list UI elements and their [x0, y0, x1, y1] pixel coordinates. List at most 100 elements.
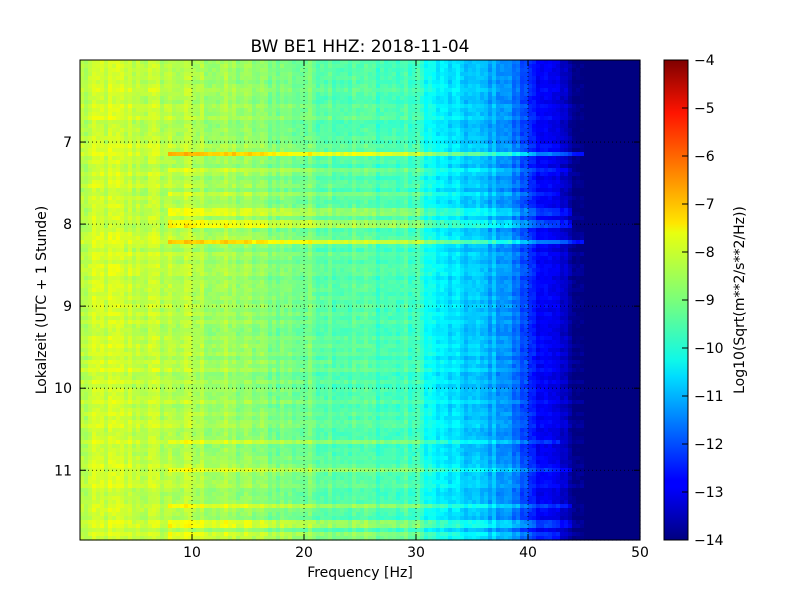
- spectrogram-cell: [176, 132, 181, 137]
- spectrogram-cell: [612, 132, 617, 137]
- spectrogram-cell: [120, 64, 125, 69]
- spectrogram-cell: [416, 100, 421, 105]
- spectrogram-cell: [332, 188, 337, 193]
- spectrogram-cell: [284, 168, 289, 173]
- spectrogram-cell: [576, 132, 581, 137]
- spectrogram-cell: [212, 88, 217, 93]
- spectrogram-cell: [196, 188, 201, 193]
- spectrogram-cell: [176, 144, 181, 149]
- spectrogram-cell: [260, 200, 265, 205]
- spectrogram-cell: [556, 164, 561, 169]
- spectrogram-cell: [584, 60, 589, 65]
- spectrogram-cell: [552, 104, 557, 109]
- spectrogram-cell: [564, 112, 569, 117]
- spectrogram-cell: [108, 72, 113, 77]
- spectrogram-cell: [424, 160, 429, 165]
- spectrogram-cell: [228, 156, 233, 161]
- spectrogram-cell: [328, 76, 333, 81]
- spectrogram-cell: [604, 132, 609, 137]
- spectrogram-cell: [624, 104, 629, 109]
- spectrogram-cell: [224, 108, 229, 113]
- spectrogram-cell: [272, 76, 277, 81]
- spectrogram-cell: [360, 92, 365, 97]
- spectrogram-cell: [532, 100, 537, 105]
- spectrogram-cell: [248, 72, 253, 77]
- spectrogram-cell: [472, 80, 477, 85]
- spectrogram-cell: [280, 124, 285, 129]
- spectrogram-cell: [528, 92, 533, 97]
- spectrogram-cell: [436, 200, 441, 205]
- spectrogram-cell: [304, 148, 309, 153]
- spectrogram-cell: [544, 112, 549, 117]
- spectrogram-cell: [400, 60, 405, 65]
- spectrogram-cell: [196, 96, 201, 101]
- spectrogram-cell: [124, 92, 129, 97]
- spectrogram-cell: [268, 148, 273, 153]
- spectrogram-cell: [452, 184, 457, 189]
- spectrogram-cell: [560, 168, 565, 173]
- spectrogram-cell: [80, 184, 85, 189]
- spectrogram-cell: [268, 180, 273, 185]
- spectrogram-cell: [96, 96, 101, 101]
- spectrogram-cell: [620, 148, 625, 153]
- spectrogram-cell: [308, 108, 313, 113]
- spectrogram-cell: [332, 192, 337, 197]
- spectrogram-cell: [320, 156, 325, 161]
- spectrogram-cell: [388, 172, 393, 177]
- spectrogram-cell: [92, 68, 97, 73]
- spectrogram-cell: [304, 124, 309, 129]
- spectrogram-cell: [284, 156, 289, 161]
- spectrogram-cell: [444, 128, 449, 133]
- spectrogram-cell: [600, 108, 605, 113]
- spectrogram-cell: [340, 100, 345, 105]
- spectrogram-cell: [264, 104, 269, 109]
- spectrogram-cell: [228, 100, 233, 105]
- spectrogram-cell: [80, 100, 85, 105]
- spectrogram-cell: [124, 136, 129, 141]
- spectrogram-cell: [196, 184, 201, 189]
- spectrogram-cell: [584, 176, 589, 181]
- spectrogram-cell: [472, 156, 477, 161]
- spectrogram-cell: [516, 116, 521, 121]
- spectrogram-cell: [208, 132, 213, 137]
- spectrogram-cell: [88, 152, 93, 157]
- spectrogram-cell: [632, 164, 637, 169]
- spectrogram-cell: [308, 128, 313, 133]
- spectrogram-cell: [564, 84, 569, 89]
- spectrogram-cell: [96, 124, 101, 129]
- spectrogram-cell: [556, 120, 561, 125]
- spectrogram-cell: [564, 184, 569, 189]
- spectrogram-cell: [408, 140, 413, 145]
- spectrogram-cell: [276, 124, 281, 129]
- spectrogram-cell: [116, 60, 121, 65]
- spectrogram-cell: [148, 176, 153, 181]
- spectrogram-cell: [384, 96, 389, 101]
- spectrogram-cell: [372, 132, 377, 137]
- spectrogram-cell: [172, 132, 177, 137]
- spectrogram-cell: [92, 100, 97, 105]
- spectrogram-cell: [504, 120, 509, 125]
- spectrogram-cell: [296, 92, 301, 97]
- spectrogram-cell: [572, 192, 577, 197]
- spectrogram-cell: [296, 60, 301, 65]
- spectrogram-cell: [80, 152, 85, 157]
- spectrogram-cell: [468, 108, 473, 113]
- spectrogram-cell: [532, 196, 537, 201]
- spectrogram-cell: [232, 92, 237, 97]
- spectrogram-cell: [428, 88, 433, 93]
- spectrogram-cell: [340, 144, 345, 149]
- spectrogram-cell: [472, 84, 477, 89]
- spectrogram-cell: [524, 184, 529, 189]
- spectrogram-cell: [336, 72, 341, 77]
- spectrogram-cell: [456, 140, 461, 145]
- spectrogram-cell: [496, 188, 501, 193]
- spectrogram-cell: [580, 60, 585, 65]
- spectrogram-cell: [280, 180, 285, 185]
- spectrogram-cell: [164, 136, 169, 141]
- spectrogram-cell: [100, 68, 105, 73]
- spectrogram-cell: [276, 88, 281, 93]
- spectrogram-cell: [148, 72, 153, 77]
- spectrogram-cell: [200, 80, 205, 85]
- spectrogram-cell: [240, 152, 245, 157]
- spectrogram-cell: [448, 80, 453, 85]
